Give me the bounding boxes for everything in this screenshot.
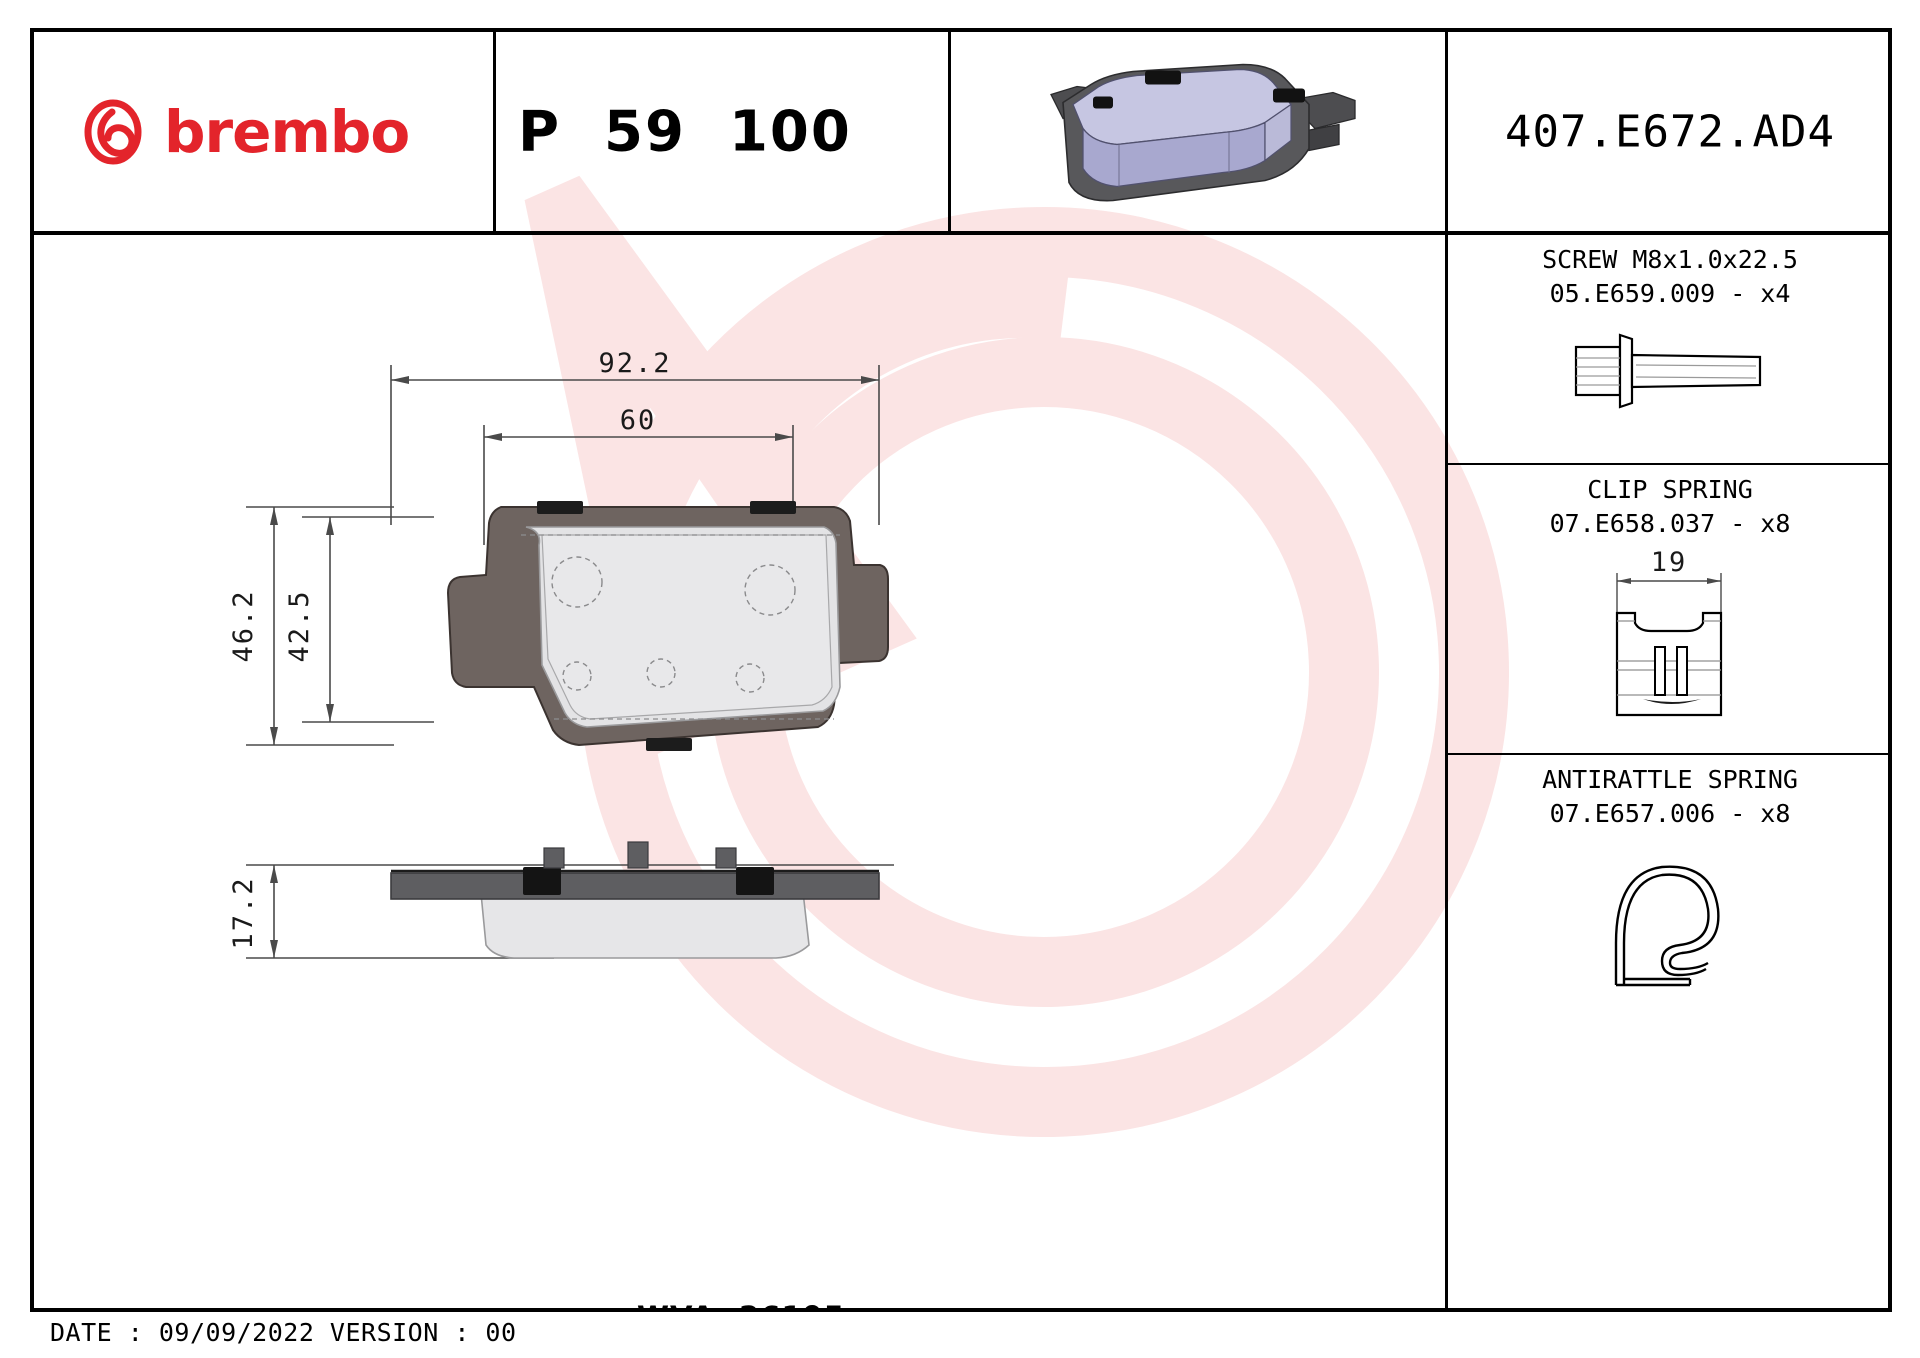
specs-block: WVA: 26195 QTY: x4 [34,1215,1445,1308]
header-cell-pad-image [951,32,1448,231]
main-drawing-pane: 92.2 60 [34,235,1448,1308]
pad-front-view [446,501,889,751]
reference-number: 407.E672.AD4 [1505,106,1835,157]
accessories-pane: SCREW M8x1.0x22.5 05.E659.009 - x4 [1448,235,1888,1308]
clip-spring-dim-19: 19 [1651,549,1688,578]
body-area: 92.2 60 [34,235,1888,1308]
brembo-wordmark: brembo [164,97,410,166]
dim-label-17-2: 17.2 [228,876,259,949]
header-cell-logo: brembo [34,32,496,231]
header-cell-reference: 407.E672.AD4 [1448,32,1888,231]
dim-label-46-2: 46.2 [228,589,259,662]
accessory-screw: SCREW M8x1.0x22.5 05.E659.009 - x4 [1448,235,1888,465]
header-row: brembo P 59 100 [34,32,1888,235]
dim-label-60: 60 [620,405,657,436]
antirattle-spring-icon [1448,857,1888,997]
accessory-screw-name: SCREW M8x1.0x22.5 [1542,245,1798,274]
accessory-screw-part: 05.E659.009 - x4 [1549,279,1791,308]
drawing-frame: brembo P 59 100 [30,28,1892,1312]
pad-side-view [390,841,880,959]
accessory-clip-spring: CLIP SPRING 07.E658.037 - x8 [1448,465,1888,755]
wva-value: WVA: 26195 [34,1297,1445,1308]
footer-date-version: DATE : 09/09/2022 VERSION : 00 [50,1318,517,1347]
accessory-antirattle-part: 07.E657.006 - x8 [1549,799,1791,828]
clip-spring-icon: 19 [1448,549,1888,729]
accessory-clip-spring-part: 07.E658.037 - x8 [1549,509,1791,538]
brembo-logo: brembo [82,97,410,166]
brembo-logo-mark-icon [82,98,150,166]
brake-pad-3d-render-icon [1033,52,1363,211]
accessory-antirattle-spring: ANTIRATTLE SPRING 07.E657.006 - x8 [1448,755,1888,1055]
flange-bolt-icon [1448,325,1888,417]
accessory-clip-spring-name: CLIP SPRING [1587,475,1753,504]
technical-drawing: 92.2 60 [228,348,894,959]
header-cell-product-code: P 59 100 [496,32,951,231]
accessory-antirattle-name: ANTIRATTLE SPRING [1542,765,1798,794]
dim-label-42-5: 42.5 [284,589,315,662]
dim-label-92-2: 92.2 [598,348,671,379]
product-code: P 59 100 [518,99,852,164]
